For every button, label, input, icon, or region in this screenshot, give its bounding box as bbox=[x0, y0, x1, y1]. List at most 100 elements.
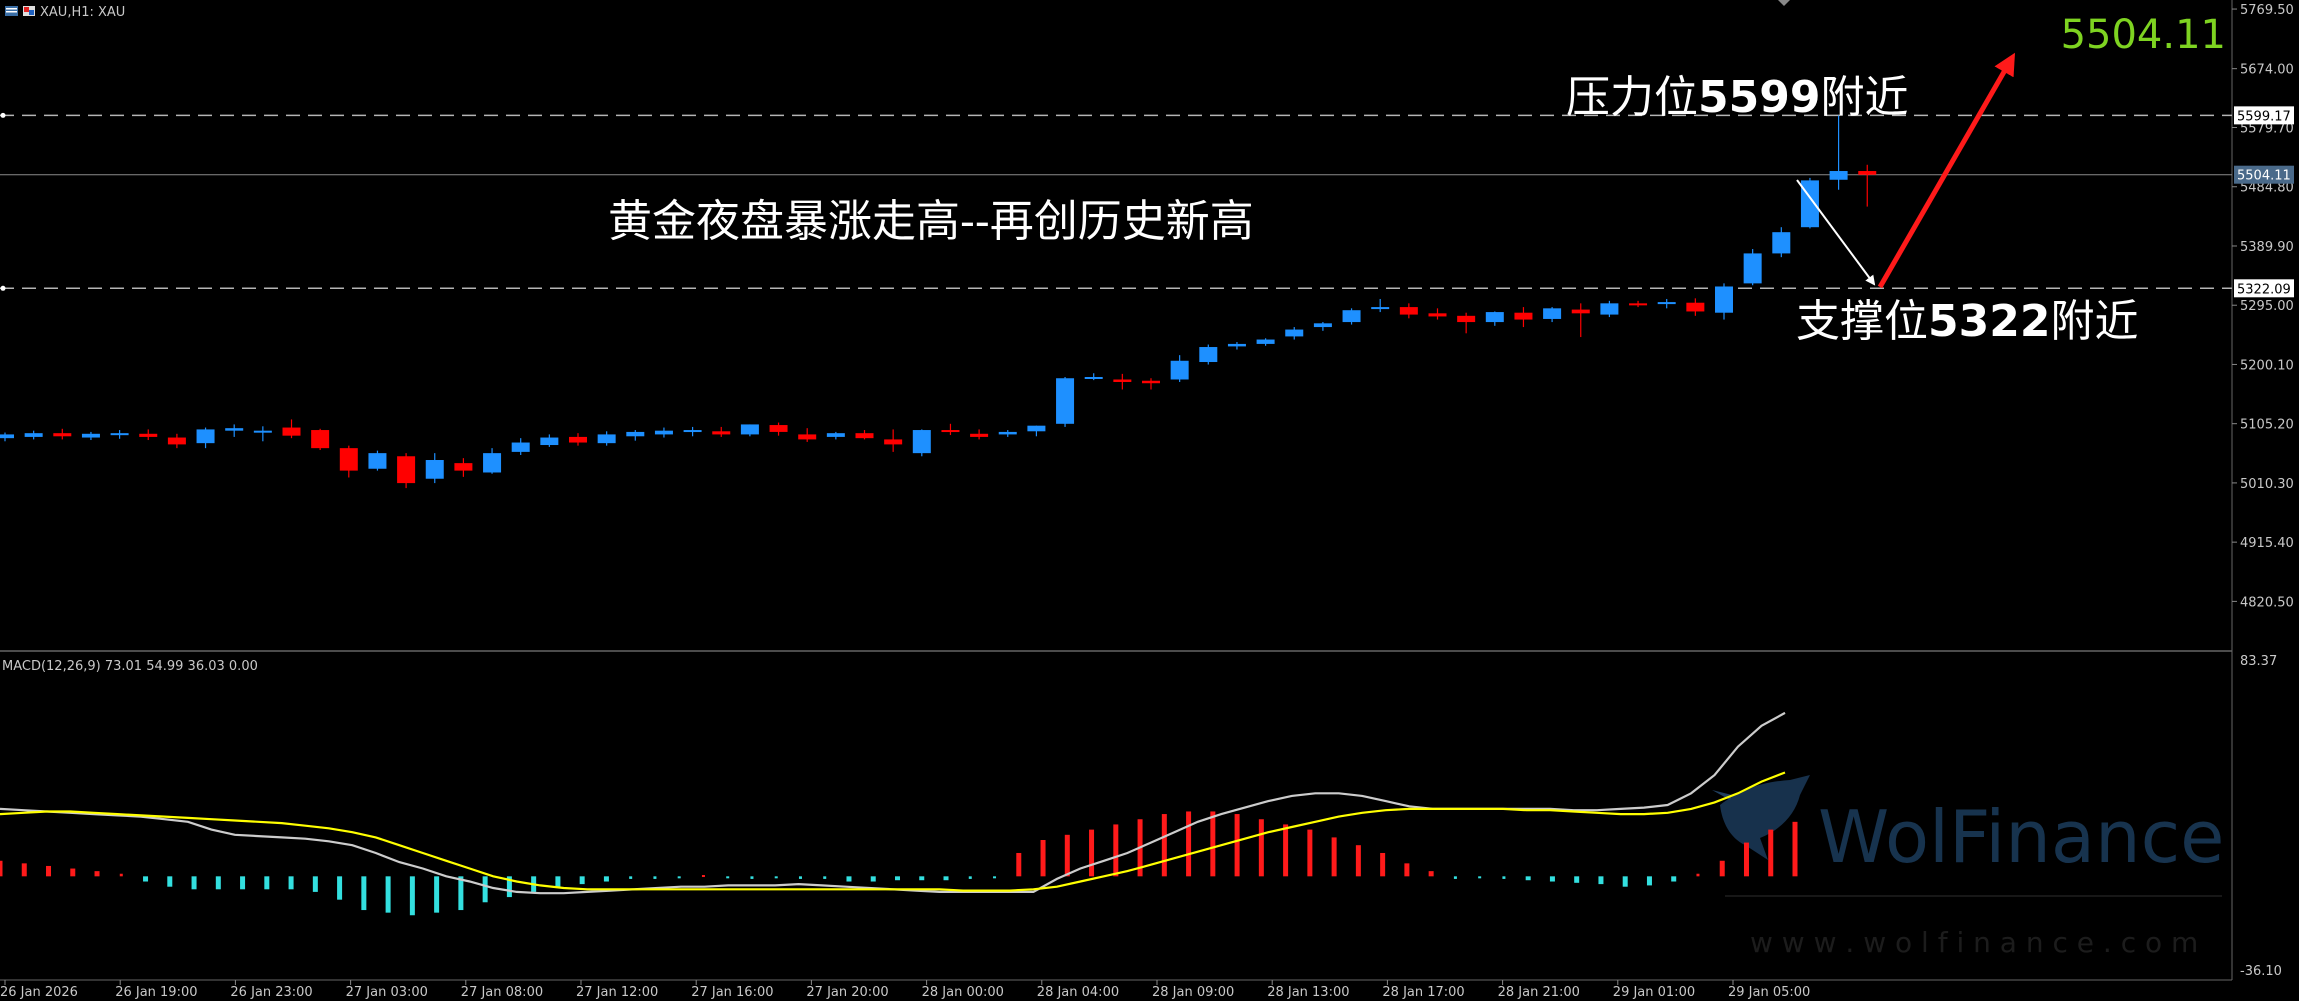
candle-body bbox=[1285, 329, 1304, 337]
watermark: WolFinance w w w . w o l f i n a n c e .… bbox=[1712, 775, 2224, 959]
macd-histogram-bar bbox=[555, 876, 561, 887]
time-tick-label: 28 Jan 04:00 bbox=[1037, 985, 1119, 1000]
candle bbox=[712, 426, 731, 437]
macd-histogram-bar bbox=[506, 876, 512, 898]
macd-histogram-bar bbox=[1696, 873, 1700, 877]
price-tick-label: 5200.10 bbox=[2240, 358, 2294, 373]
headline-annotation: 黄金夜盘暴涨走高--再创历史新高 bbox=[608, 196, 1254, 247]
macd-histogram-bar bbox=[264, 876, 270, 890]
macd-histogram-bar bbox=[1355, 845, 1361, 877]
macd-histogram-bar bbox=[1525, 876, 1531, 881]
level-anchor-dot[interactable] bbox=[0, 285, 6, 291]
macd-histogram-bar bbox=[1671, 876, 1677, 882]
macd-histogram-bar bbox=[1428, 871, 1434, 877]
candle bbox=[53, 428, 72, 440]
candle-body bbox=[1858, 171, 1877, 175]
candle bbox=[1056, 376, 1075, 427]
candle-body bbox=[1428, 313, 1447, 317]
candle-body bbox=[368, 453, 387, 469]
candle bbox=[826, 431, 845, 440]
macd-histogram-bar bbox=[94, 871, 100, 877]
macd-histogram-bar bbox=[726, 876, 730, 879]
candle-body bbox=[998, 431, 1017, 435]
rally-arrow[interactable] bbox=[1877, 52, 2015, 289]
macd-histogram-bar bbox=[774, 876, 778, 879]
watermark-brand: WolFinance bbox=[1818, 795, 2224, 879]
candle bbox=[1600, 300, 1619, 318]
chart-menu-icon[interactable] bbox=[5, 6, 18, 16]
macd-histogram-bar bbox=[46, 865, 52, 877]
macd-histogram-bar bbox=[1307, 829, 1313, 877]
candle-body bbox=[1342, 310, 1361, 323]
price-level-lines: 5599.17 5504.11 5322.09 bbox=[0, 106, 2294, 298]
candle-body bbox=[941, 430, 960, 433]
candle bbox=[1629, 300, 1648, 308]
macd-histogram-bar bbox=[1502, 876, 1506, 879]
candle bbox=[569, 433, 587, 446]
candle bbox=[1543, 307, 1562, 323]
candle bbox=[1743, 249, 1762, 286]
macd-histogram-bar bbox=[1234, 814, 1240, 877]
candle-body bbox=[1313, 323, 1332, 328]
candle-body bbox=[1113, 379, 1132, 382]
candle-body bbox=[1457, 315, 1476, 323]
price-tick-label: 5769.50 bbox=[2240, 3, 2294, 18]
candle-body bbox=[1629, 303, 1648, 306]
price-tag-box bbox=[2234, 165, 2294, 184]
time-tick-label: 29 Jan 01:00 bbox=[1613, 985, 1695, 1000]
candle-body bbox=[712, 431, 731, 435]
candle bbox=[1371, 298, 1390, 313]
price-tick-label: 5105.20 bbox=[2240, 418, 2294, 433]
time-tick-label: 27 Jan 20:00 bbox=[806, 985, 888, 1000]
level-anchor-dot[interactable] bbox=[0, 112, 6, 118]
candle-body bbox=[1170, 360, 1189, 380]
candle-body bbox=[1600, 303, 1619, 315]
price-tick-label: 5484.80 bbox=[2240, 181, 2294, 196]
macd-histogram-bar bbox=[337, 876, 343, 900]
candle-body bbox=[339, 448, 358, 471]
candle bbox=[0, 432, 14, 442]
candle-body bbox=[826, 433, 845, 437]
macd-histogram-bar bbox=[1792, 821, 1798, 877]
candle bbox=[311, 428, 330, 451]
candle bbox=[1113, 373, 1132, 390]
candle bbox=[511, 438, 530, 456]
candle bbox=[483, 448, 502, 474]
candle-body bbox=[196, 429, 215, 444]
time-tick-label: 28 Jan 00:00 bbox=[922, 985, 1004, 1000]
candle-body bbox=[970, 433, 989, 437]
candle bbox=[1428, 308, 1447, 320]
candle bbox=[1457, 312, 1476, 334]
candle bbox=[1170, 355, 1189, 382]
macd-histogram-bar bbox=[1040, 840, 1046, 877]
macd-histogram-bar bbox=[409, 876, 415, 916]
macd-histogram-bar bbox=[1743, 842, 1749, 877]
time-tick-label: 26 Jan 2026 bbox=[0, 985, 78, 1000]
macd-label: MACD(12,26,9) 73.01 54.99 36.03 0.00 bbox=[2, 659, 258, 674]
candle bbox=[1686, 298, 1705, 316]
candle bbox=[139, 429, 158, 441]
price-tag-box bbox=[2234, 279, 2294, 298]
macd-histogram-bar bbox=[823, 876, 827, 879]
pullback-arrow[interactable] bbox=[1796, 179, 1876, 286]
candle-body bbox=[884, 439, 903, 445]
macd-histogram-bar bbox=[1768, 829, 1774, 877]
candle bbox=[397, 453, 416, 489]
macd-histogram-bar bbox=[458, 876, 464, 911]
candle bbox=[1313, 322, 1332, 331]
candle bbox=[225, 424, 244, 437]
price-tick-label: 5389.90 bbox=[2240, 240, 2294, 255]
scroll-marker-icon[interactable] bbox=[1778, 0, 1790, 6]
candle-body bbox=[1485, 312, 1504, 323]
macd-histogram-bar bbox=[361, 876, 367, 911]
candle-body bbox=[167, 437, 186, 445]
candle-body bbox=[1514, 312, 1533, 320]
price-tag-box bbox=[2234, 106, 2294, 125]
candle-body bbox=[1686, 302, 1705, 312]
window-icon[interactable] bbox=[23, 6, 35, 16]
time-tick-label: 28 Jan 09:00 bbox=[1152, 985, 1234, 1000]
candle bbox=[769, 422, 788, 436]
time-tick-label: 26 Jan 23:00 bbox=[230, 985, 312, 1000]
